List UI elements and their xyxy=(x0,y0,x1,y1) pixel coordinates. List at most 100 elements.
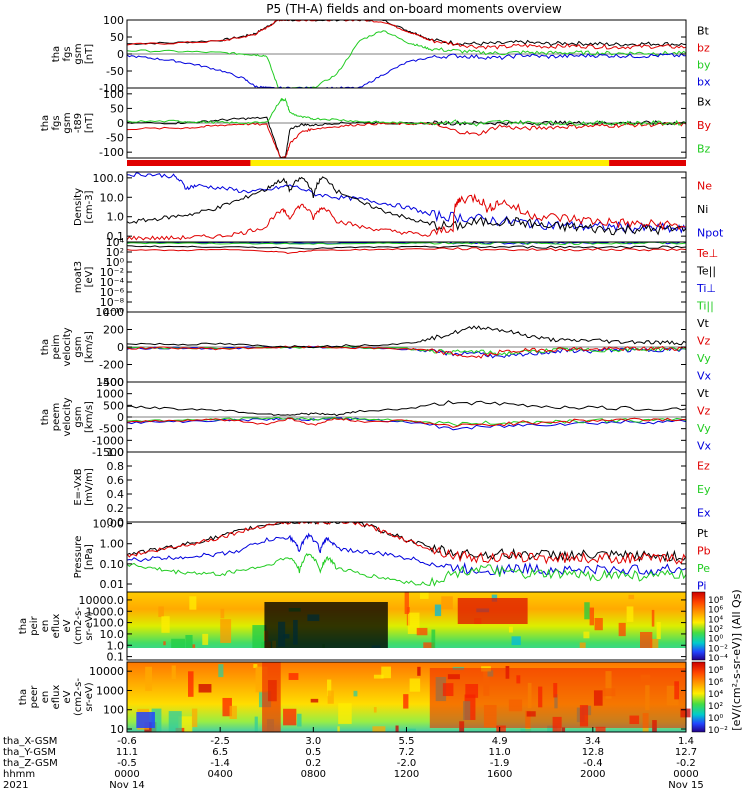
legend-label: Pi xyxy=(697,579,706,592)
y-tick-label: 10² xyxy=(106,246,124,259)
spectrogram-cell xyxy=(416,627,428,636)
panel-frame xyxy=(126,591,687,661)
y-tick-label: 1.0 xyxy=(107,446,125,459)
spectrogram-cell xyxy=(626,606,634,622)
series-line-Vz xyxy=(127,345,686,359)
spectrogram-cell xyxy=(220,608,225,619)
y-tick-label: 100.0 xyxy=(93,617,125,630)
panel-7: 1.00.80.60.40.20.0 E=-VxB [mV/m] Ez Ey Ex xyxy=(73,446,711,529)
y-axis-label: [km/s] xyxy=(84,401,95,433)
y-axis-label: tha xyxy=(18,689,29,705)
y-tick-label: 1000 xyxy=(96,388,124,401)
x-row-value: 2000 xyxy=(580,769,605,780)
legend-label: Bx xyxy=(697,96,712,109)
spectrogram-cell xyxy=(163,641,166,646)
y-axis-label: en xyxy=(40,691,51,704)
spectrogram-cell xyxy=(168,711,182,732)
y-tick-label: 100 xyxy=(103,14,124,27)
y-tick-label: 1.00 xyxy=(100,538,125,551)
spectrogram-cell xyxy=(404,728,416,732)
x-row-value: 3.4 xyxy=(585,736,601,747)
y-tick-label: 10 xyxy=(110,723,124,736)
spectrogram-cell xyxy=(171,665,176,680)
y-axis-label: [eV] xyxy=(84,267,95,288)
data-gap-region xyxy=(264,602,388,650)
series-line-Pi xyxy=(127,532,686,577)
figure-title: P5 (TH-A) fields and on-board moments ov… xyxy=(266,2,562,16)
region-segment xyxy=(127,160,251,166)
x-row-label: tha_Z-GSM xyxy=(3,758,58,769)
legend-label: Ey xyxy=(697,483,711,496)
spectrogram-cell xyxy=(431,629,436,649)
legend-label: by xyxy=(697,59,711,72)
y-axis-label: eflux xyxy=(51,685,62,710)
y-tick-label: 10000 xyxy=(89,665,124,678)
series-line-by xyxy=(127,30,686,88)
spectrogram-cell xyxy=(594,617,603,631)
y-axis-label: en xyxy=(40,620,51,633)
region-segment xyxy=(609,160,686,166)
y-tick-label: 10⁻⁸ xyxy=(100,296,125,309)
y-tick-label: -50 xyxy=(106,65,124,78)
spectrogram-cell xyxy=(520,728,532,732)
colorbar-tick-label: 10² xyxy=(708,702,723,712)
y-axis-label: peir xyxy=(29,615,40,635)
series-line-Vz xyxy=(127,417,686,428)
y-axis-label: peer xyxy=(29,685,40,709)
y-tick-label: 100 xyxy=(103,704,124,717)
y-axis-label: eV xyxy=(62,690,73,703)
x-row-label: 2021 xyxy=(3,780,28,791)
legend-label: bz xyxy=(697,42,710,55)
x-row-value: 0800 xyxy=(301,769,326,780)
spectrogram-cell xyxy=(254,716,258,732)
date-label: Nov 15 xyxy=(668,780,703,791)
plot-area xyxy=(127,20,686,88)
colorbar-tick-label: 10⁸ xyxy=(708,666,723,676)
plot-area xyxy=(127,172,686,241)
y-tick-label: 0 xyxy=(117,48,124,61)
spectrogram-cell xyxy=(185,634,193,658)
x-row-value: 4.9 xyxy=(492,736,508,747)
y-tick-label: 200 xyxy=(103,324,124,337)
legend-label: Ti|| xyxy=(696,299,714,312)
plot-area xyxy=(127,97,686,158)
colorbar-tick-label: 10² xyxy=(708,625,723,635)
legend-label: Vy xyxy=(697,422,711,435)
y-axis-label: gsm xyxy=(73,43,84,64)
x-row-value: 1200 xyxy=(394,769,419,780)
x-row-value: 0000 xyxy=(673,769,698,780)
x-row-value: -0.2 xyxy=(676,758,696,769)
x-row-value: -0.6 xyxy=(117,736,137,747)
spectrogram-cell xyxy=(297,713,302,727)
spectrogram-cell xyxy=(188,671,194,697)
y-tick-label: 1.0 xyxy=(107,211,125,224)
y-axis-label: sr-eV) xyxy=(84,682,95,711)
region-bar xyxy=(127,160,686,166)
panel-frame xyxy=(126,241,687,313)
y-tick-label: 0.8 xyxy=(107,460,125,473)
colorbar-tick-label: 10⁻² xyxy=(708,644,728,654)
panel-frame xyxy=(126,171,687,243)
y-axis-label: (cm2-s- xyxy=(73,607,84,645)
y-axis-label: tha xyxy=(40,409,51,425)
y-tick-label: 1.0 xyxy=(107,639,125,652)
colorbar-label: [eV/(cm²-s-sr-eV)] (All Qs) xyxy=(730,589,743,730)
y-axis-label: velocity xyxy=(62,397,73,436)
spectrogram-cell xyxy=(222,697,232,717)
y-tick-label: 50 xyxy=(110,31,124,44)
high-flux-region xyxy=(457,598,528,624)
y-axis-label: velocity xyxy=(62,327,73,366)
series-line-Vy xyxy=(127,345,686,357)
y-tick-label: 10.0 xyxy=(100,628,125,641)
colorbar-tick-label: 10⁴ xyxy=(708,615,723,625)
spectrogram-cell xyxy=(310,698,319,703)
series-line-Ne xyxy=(127,193,686,241)
x-row-value: 6.5 xyxy=(212,747,228,758)
y-axis-label: eV xyxy=(62,619,73,632)
y-tick-label: -1000 xyxy=(92,434,124,447)
spectrogram-cell xyxy=(419,592,429,599)
legend-label: Vy xyxy=(697,352,711,365)
